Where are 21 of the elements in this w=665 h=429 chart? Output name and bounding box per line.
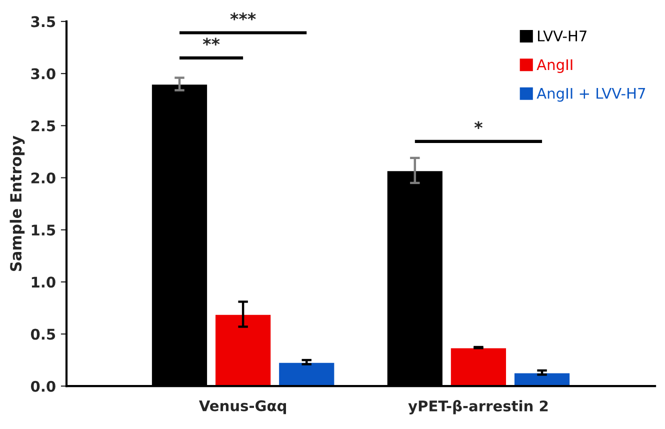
y-tick-label: 3.5 (31, 16, 56, 28)
y-tick-label: 1.5 (32, 224, 56, 236)
text: *** (230, 12, 256, 20)
y-tick-label: 0.5 (30, 328, 56, 340)
bar (513, 372, 571, 386)
legend-label: AngII + LVV-H7 (536, 88, 646, 102)
y-tick-label: 3.0 (31, 68, 56, 80)
x-tick-label: yPET-β-arrestin 2 (408, 400, 548, 414)
bar (214, 314, 272, 386)
legend-label: AngII (536, 59, 572, 74)
y-tick-label: 2.5 (31, 120, 56, 132)
bar (278, 361, 336, 386)
x-tick-label: Venus-Gαq (198, 400, 286, 414)
legend-label: LVV-H7 (538, 30, 586, 42)
y-tick-label: 1.0 (32, 276, 56, 288)
y-tick-label: 2.0 (31, 172, 56, 184)
y-axis-title: Sample Entropy (10, 136, 25, 271)
annotation: * (474, 121, 482, 129)
bar (450, 346, 508, 386)
y-tick-label: 0.0 (30, 380, 56, 392)
annotation: ** (202, 38, 220, 46)
